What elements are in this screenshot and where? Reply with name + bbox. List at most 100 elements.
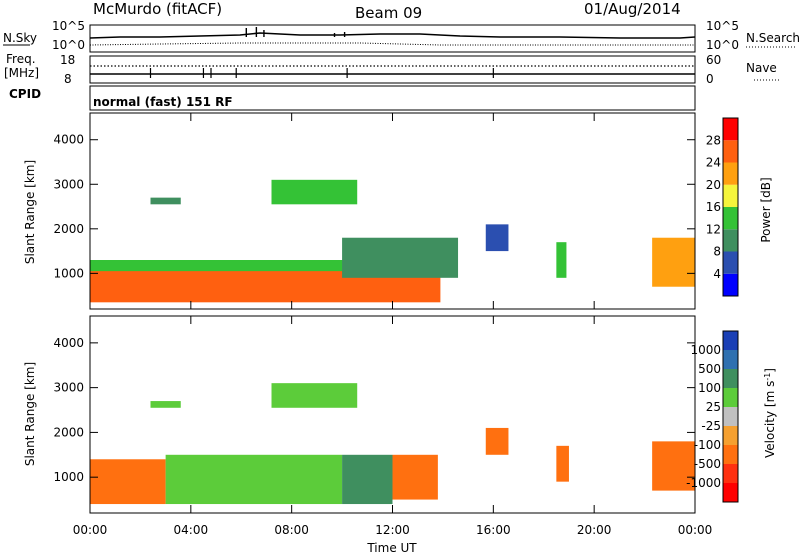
power-colorbar: 4 8 12 16 20 24 28 xyxy=(706,117,739,297)
power-colorbar-tick: 24 xyxy=(706,156,721,170)
freq-tick-top: 18 xyxy=(60,53,75,67)
nave-tick-bottom: 0 xyxy=(706,72,714,86)
station-title: McMurdo (fitACF) xyxy=(93,0,222,18)
velocity-heatmap xyxy=(90,383,695,505)
velocity-colorbar-segment xyxy=(723,331,738,350)
power-colorbar-segment xyxy=(723,140,738,163)
heatmap-region xyxy=(342,454,393,505)
x-tick-label: 20:00 xyxy=(577,523,612,537)
cpid-text: normal (fast) 151 RF xyxy=(93,95,233,109)
velocity-colorbar-tick: 25 xyxy=(706,400,721,414)
velocity-colorbar-segment xyxy=(723,350,738,369)
power-colorbar-segment xyxy=(723,229,738,252)
freq-tick-bottom: 8 xyxy=(64,72,72,86)
velocity-axis: 1000 2000 3000 4000 xyxy=(53,316,696,513)
freq-marks xyxy=(149,68,494,78)
nsky-tick-bottom: 10^0 xyxy=(52,38,85,52)
velocity-colorbar-tick: 500 xyxy=(698,362,721,376)
heatmap-region xyxy=(652,441,695,491)
velocity-colorbar-segment xyxy=(723,369,738,388)
cpid-panel xyxy=(89,85,696,111)
power-heatmap xyxy=(90,179,695,303)
velocity-colorbar-frame xyxy=(722,330,739,503)
power-colorbar-tick: 28 xyxy=(706,133,721,147)
velocity-colorbar-segment xyxy=(723,407,738,426)
power-colorbar-label: Power [dB] xyxy=(759,177,773,242)
y-tick-label: 3000 xyxy=(53,381,84,395)
x-tick-label: 16:00 xyxy=(476,523,511,537)
power-colorbar-segment xyxy=(723,184,738,207)
velocity-colorbar-tick: -25 xyxy=(701,419,721,433)
power-colorbar-segment xyxy=(723,162,738,185)
y-tick-label: 2000 xyxy=(53,425,84,439)
power-colorbar-tick: 8 xyxy=(713,245,721,259)
velocity-colorbar-segment xyxy=(723,388,738,407)
heatmap-region xyxy=(271,383,358,408)
power-colorbar-tick: 12 xyxy=(706,222,721,236)
heatmap-region xyxy=(485,427,509,455)
freq-panel xyxy=(89,55,696,84)
velocity-colorbar-tick: 100 xyxy=(698,381,721,395)
y-tick-label: 3000 xyxy=(53,177,84,191)
nsky-tick-top: 10^5 xyxy=(52,19,85,33)
nave-tick-top: 60 xyxy=(706,53,721,67)
power-colorbar-segment xyxy=(723,207,738,230)
freq-label: Freq. xyxy=(6,52,36,66)
y-tick-label: 1000 xyxy=(53,266,84,280)
power-colorbar-tick: 4 xyxy=(713,267,721,281)
y-tick-label: 2000 xyxy=(53,222,84,236)
nsky-panel xyxy=(89,24,696,53)
power-colorbar-tick: 20 xyxy=(706,178,721,192)
y-tick-label: 4000 xyxy=(53,133,84,147)
velocity-ylabel: Slant Range [km] xyxy=(23,362,37,466)
y-tick-label: 1000 xyxy=(53,470,84,484)
velocity-colorbar-segment xyxy=(723,483,738,502)
velocity-colorbar-tick: 1000 xyxy=(690,343,721,357)
heatmap-region xyxy=(150,197,181,205)
nsearch-label: N.Search xyxy=(746,31,800,45)
velocity-colorbar: 1000 500 100 25 -25 -100 -500 -1000 xyxy=(686,330,739,503)
date-title: 01/Aug/2014 xyxy=(584,0,681,18)
x-tick-label: 00:00 xyxy=(678,523,713,537)
nsearch-tick-bottom: 10^0 xyxy=(706,38,739,52)
power-axis: 1000 2000 3000 4000 xyxy=(53,113,696,309)
velocity-colorbar-tick: -100 xyxy=(694,438,721,452)
nsearch-trace xyxy=(89,42,695,46)
cpid-label: CPID xyxy=(9,87,41,101)
power-colorbar-frame xyxy=(722,117,739,297)
heatmap-region xyxy=(556,445,569,482)
beam-title: Beam 09 xyxy=(355,4,422,22)
x-tick-label: 00:00 xyxy=(73,523,108,537)
nsearch-tick-top: 10^5 xyxy=(706,19,739,33)
y-tick-label: 4000 xyxy=(53,336,84,350)
heatmap-region xyxy=(165,454,343,505)
power-colorbar-segment xyxy=(723,251,738,274)
x-axis-label: Time UT xyxy=(366,541,417,554)
x-tick-label: 12:00 xyxy=(375,523,410,537)
nsky-label: N.Sky xyxy=(3,31,37,45)
heatmap-region xyxy=(392,454,438,500)
power-ylabel: Slant Range [km] xyxy=(23,160,37,264)
freq-unit: [MHz] xyxy=(4,66,39,80)
heatmap-region xyxy=(271,179,358,205)
heatmap-region xyxy=(485,224,509,252)
heatmap-region xyxy=(90,260,441,272)
velocity-colorbar-tick: -1000 xyxy=(686,476,721,490)
velocity-colorbar-segment xyxy=(723,464,738,483)
x-tick-label: 04:00 xyxy=(174,523,209,537)
heatmap-region xyxy=(150,401,181,408)
nsky-spikes xyxy=(245,27,346,37)
power-colorbar-tick: 16 xyxy=(706,200,721,214)
heatmap-region xyxy=(652,237,695,287)
nave-label: Nave xyxy=(746,61,777,75)
nsky-trace xyxy=(89,32,696,39)
velocity-colorbar-segment xyxy=(723,445,738,464)
power-colorbar-segment xyxy=(723,273,738,296)
heatmap-region xyxy=(342,237,459,278)
velocity-colorbar-label: Velocity [m s-1] xyxy=(763,368,777,458)
x-tick-labels: 00:00 04:00 08:00 12:00 16:00 20:00 00:00 xyxy=(73,523,713,537)
heatmap-region xyxy=(556,242,567,278)
velocity-colorbar-segment xyxy=(723,426,738,445)
power-colorbar-segment xyxy=(723,118,738,141)
